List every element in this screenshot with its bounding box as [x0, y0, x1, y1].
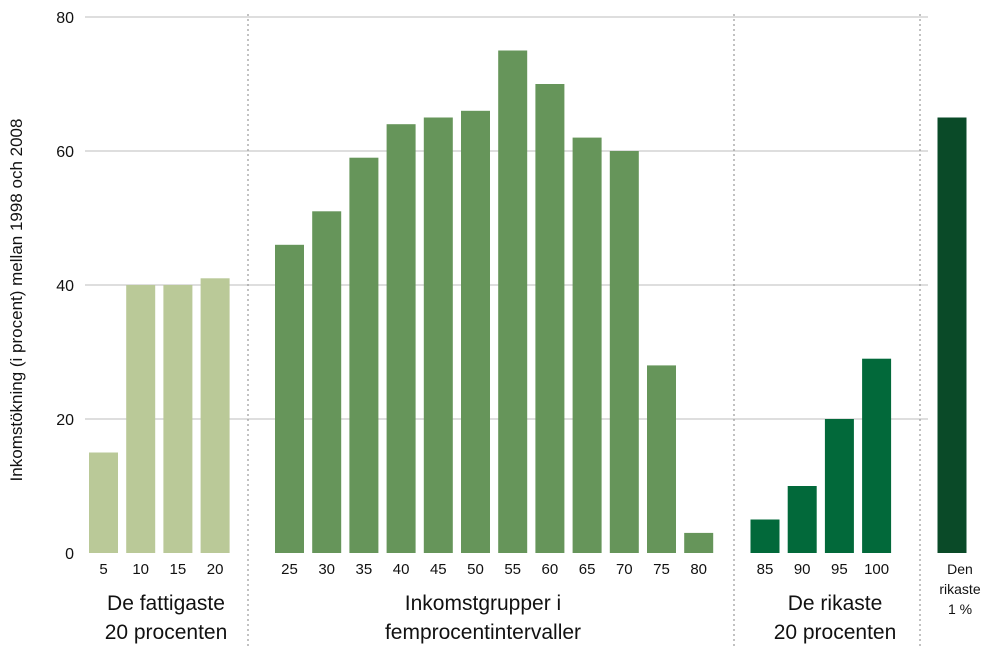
x-tick-label: 75	[653, 561, 670, 578]
x-tick-label: 40	[393, 561, 410, 578]
y-tick-label: 40	[56, 278, 74, 295]
bar	[572, 137, 602, 553]
bar	[787, 486, 817, 553]
group-label: rikaste	[939, 581, 980, 597]
bar	[862, 358, 892, 553]
bar	[684, 532, 714, 553]
bar	[824, 419, 854, 553]
x-tick-label: 55	[504, 561, 521, 578]
bar	[163, 285, 193, 553]
x-tick-label: 65	[579, 561, 596, 578]
x-tick-label: 85	[757, 561, 774, 578]
x-tick-label: 70	[616, 561, 633, 578]
x-tick-label: 60	[542, 561, 559, 578]
y-tick-label: 80	[56, 10, 74, 27]
bars	[89, 50, 967, 554]
bar	[386, 124, 416, 553]
y-tick-labels: 0 20 40 60 80	[56, 10, 74, 563]
x-tick-label: 80	[690, 561, 707, 578]
group-label: Inkomstgrupper i	[405, 592, 561, 615]
bar	[461, 110, 490, 554]
bar	[535, 84, 565, 553]
bar	[498, 50, 528, 553]
bar	[750, 519, 780, 553]
bar	[200, 278, 230, 553]
bar	[275, 244, 304, 554]
group-label: De rikaste	[788, 592, 883, 615]
x-tick-label: 15	[170, 561, 187, 578]
bar	[312, 211, 342, 554]
bar	[423, 117, 453, 553]
x-tick-label: 10	[132, 561, 149, 578]
group-label: 1 %	[948, 601, 972, 617]
bar	[349, 157, 379, 553]
group-separators	[247, 14, 921, 648]
x-tick-labels: 5 10 15 20 25 30 35 40 45 50 55 60 65 70 75 80 85 90 95 100	[99, 561, 889, 578]
group-labels: De fattigaste 20 procenten Inkomstgrupper …	[105, 561, 981, 644]
group-label: Den	[947, 561, 973, 577]
bar	[126, 285, 156, 553]
bar	[647, 365, 676, 553]
x-tick-label: 25	[281, 561, 298, 578]
y-axis-label: Inkomstökning (i procent) mellan 1998 oc…	[7, 119, 26, 482]
bar	[609, 151, 639, 553]
x-tick-label: 45	[430, 561, 447, 578]
group-label: 20 procenten	[774, 621, 897, 644]
y-tick-label: 20	[56, 412, 74, 429]
x-tick-label: 20	[207, 561, 224, 578]
x-tick-label: 90	[794, 561, 811, 578]
group-label: femprocentintervaller	[385, 621, 581, 644]
x-tick-label: 100	[864, 561, 889, 578]
x-tick-label: 95	[831, 561, 848, 578]
y-tick-label: 60	[56, 144, 74, 161]
x-tick-label: 5	[99, 561, 107, 578]
group-label: 20 procenten	[105, 621, 228, 644]
y-tick-label: 0	[65, 546, 74, 563]
group-label: De fattigaste	[107, 592, 225, 615]
bar	[89, 452, 118, 553]
bar	[937, 117, 967, 553]
x-tick-label: 50	[467, 561, 484, 578]
x-tick-label: 35	[356, 561, 373, 578]
x-tick-label: 30	[318, 561, 335, 578]
